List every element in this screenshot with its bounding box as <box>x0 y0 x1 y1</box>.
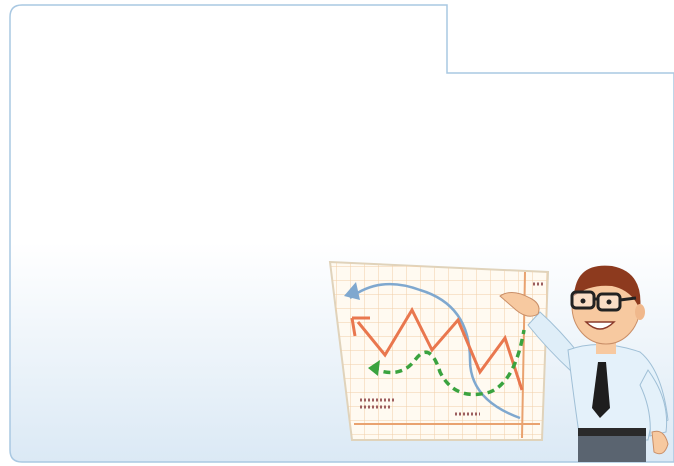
chart-board <box>330 262 548 440</box>
page: {} <box>0 0 674 466</box>
slide <box>0 0 674 466</box>
